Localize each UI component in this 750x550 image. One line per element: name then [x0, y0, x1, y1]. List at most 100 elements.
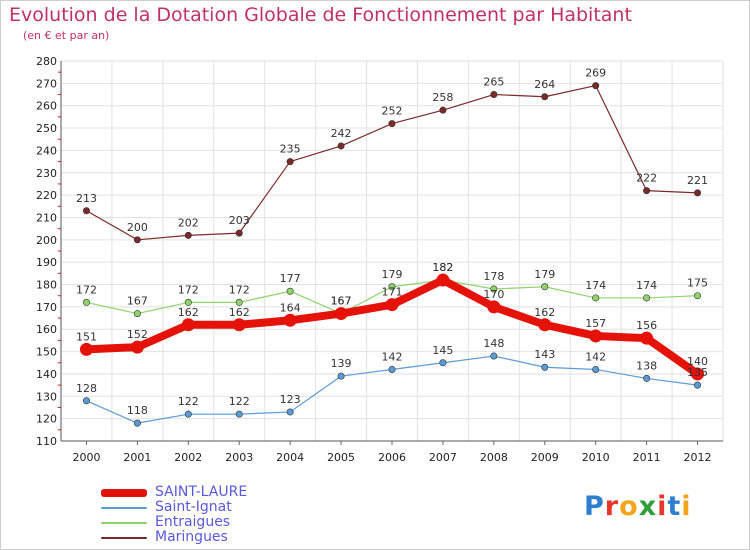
legend-item: Maringues [101, 530, 247, 545]
data-point [82, 397, 90, 405]
data-label: 213 [76, 192, 97, 205]
data-label: 179 [382, 268, 403, 281]
data-label: 118 [127, 404, 148, 417]
data-point [235, 410, 243, 418]
data-label: 170 [483, 288, 504, 301]
data-label: 162 [229, 306, 250, 319]
data-label: 152 [127, 328, 148, 341]
data-label: 258 [432, 91, 453, 104]
x-tick-label: 2002 [174, 451, 202, 464]
data-label: 264 [534, 78, 555, 91]
legend-swatch [101, 488, 147, 497]
y-tick-label: 130 [36, 390, 57, 403]
data-point [133, 310, 141, 318]
data-label: 162 [178, 306, 199, 319]
data-point [490, 352, 498, 360]
data-point [487, 300, 501, 314]
data-label: 138 [636, 359, 657, 372]
data-point [82, 207, 90, 215]
legend-label: SAINT-LAURE [155, 484, 248, 500]
data-label: 177 [280, 272, 301, 285]
y-tick-label: 240 [36, 144, 57, 157]
legend-label: Saint-Ignat [155, 499, 232, 515]
logo-letter: t [667, 491, 682, 522]
data-label: 200 [127, 221, 148, 234]
axes: 110 120 130 140 150 160 170 180 190 200 210 220 230 2… [36, 55, 723, 464]
data-label: 235 [280, 143, 301, 156]
data-label: 122 [229, 395, 250, 408]
data-label: 182 [432, 261, 453, 274]
data-point [694, 189, 702, 197]
data-point [232, 318, 246, 332]
x-tick-label: 2004 [276, 451, 304, 464]
data-point [184, 298, 192, 306]
series-maringues [82, 82, 702, 244]
y-tick-label: 110 [36, 435, 57, 448]
data-point [133, 236, 141, 244]
data-point [181, 318, 195, 332]
x-tick-label: 2003 [225, 451, 253, 464]
data-point [439, 106, 447, 114]
data-label: 202 [178, 216, 199, 229]
legend-swatch [101, 506, 147, 509]
data-point [286, 158, 294, 166]
y-tick-label: 250 [36, 122, 57, 135]
data-label: 135 [687, 366, 708, 379]
logo-letter: P [584, 491, 605, 522]
data-point [694, 292, 702, 300]
data-label: 139 [331, 357, 352, 370]
data-point [79, 342, 93, 356]
data-label: 222 [636, 172, 657, 185]
legend: SAINT-LAURE Saint-Ignat Entraigues Maringue… [101, 485, 247, 545]
data-point [694, 381, 702, 389]
data-point [640, 331, 654, 345]
logo-letter: r [604, 491, 620, 522]
data-point [184, 410, 192, 418]
y-tick-label: 170 [36, 301, 57, 314]
data-point [388, 283, 396, 291]
legend-item: Saint-Ignat [101, 500, 247, 515]
data-label: 265 [483, 76, 504, 89]
y-tick-label: 230 [36, 167, 57, 180]
data-point [541, 283, 549, 291]
data-point [643, 294, 651, 302]
data-point [592, 294, 600, 302]
x-tick-label: 2009 [531, 451, 559, 464]
data-label: 164 [280, 301, 301, 314]
data-point [490, 285, 498, 293]
x-tick-label: 2012 [684, 451, 712, 464]
data-point [541, 363, 549, 371]
y-tick-label: 190 [36, 256, 57, 269]
data-point [337, 372, 345, 380]
data-point [643, 187, 651, 195]
series-group [79, 82, 705, 427]
data-label: 167 [127, 295, 148, 308]
data-label: 182 [432, 261, 453, 274]
logo-letter: i [657, 491, 668, 522]
data-point [592, 82, 600, 90]
data-label: 174 [585, 279, 606, 292]
x-tick-label: 2008 [480, 451, 508, 464]
y-tick-label: 180 [36, 279, 57, 292]
y-tick-label: 260 [36, 100, 57, 113]
data-label: 142 [585, 350, 606, 363]
data-label: 123 [280, 393, 301, 406]
legend-label: Entraigues [155, 514, 231, 530]
data-label: 140 [687, 355, 708, 368]
data-label: 156 [636, 319, 657, 332]
legend-item: SAINT-LAURE [101, 485, 247, 500]
data-label: 167 [331, 295, 352, 308]
data-label: 142 [382, 350, 403, 363]
x-tick-label: 2000 [72, 451, 100, 464]
data-point [130, 340, 144, 354]
proxiti-logo: Proxiti [584, 491, 692, 522]
data-point [286, 408, 294, 416]
data-label: 151 [76, 330, 97, 343]
data-label: 174 [636, 279, 657, 292]
x-tick-label: 2007 [429, 451, 457, 464]
data-label: 179 [534, 268, 555, 281]
data-point [388, 365, 396, 373]
y-tick-label: 280 [36, 55, 57, 68]
x-tick-label: 2001 [123, 451, 151, 464]
